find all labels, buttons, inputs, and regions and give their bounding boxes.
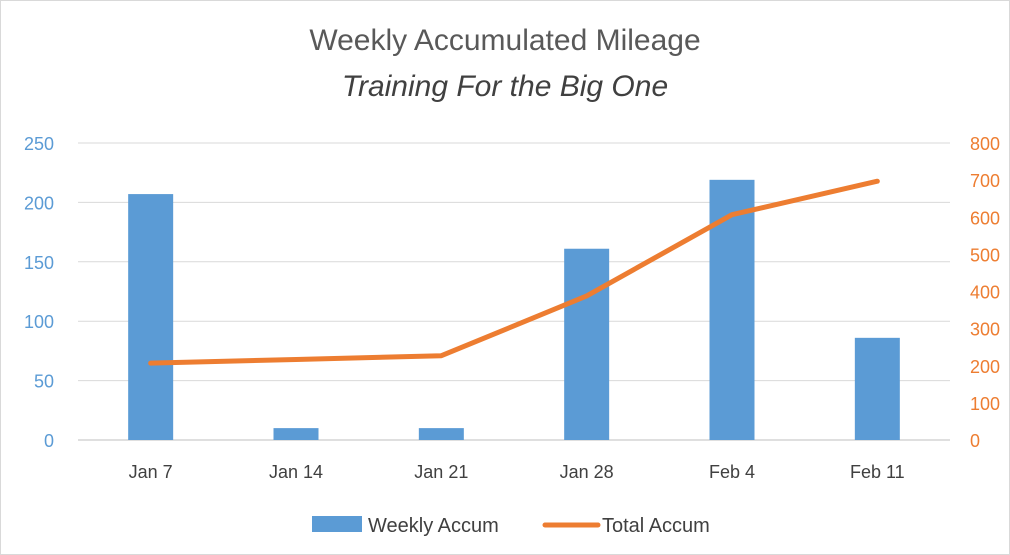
chart-title: Weekly Accumulated Mileage xyxy=(309,24,701,57)
y-left-tick-label: 50 xyxy=(34,372,54,392)
bar-series xyxy=(128,179,900,440)
y-right-tick-label: 600 xyxy=(970,208,1000,228)
y-right-tick-label: 800 xyxy=(970,134,1000,154)
legend-label-weekly: Weekly Accum xyxy=(368,515,499,537)
bar xyxy=(418,428,464,440)
axes: 0 50 100 150 200 250 0 100 200 300 400 500 600 700 800… xyxy=(24,134,1000,482)
legend: Weekly Accum Total Accum xyxy=(312,515,710,537)
x-tick-label: Jan 7 xyxy=(129,462,173,482)
y-right-tick-label: 0 xyxy=(970,431,980,451)
y-right-tick-label: 300 xyxy=(970,320,1000,340)
x-tick-label: Jan 28 xyxy=(560,462,614,482)
y-left-tick-label: 200 xyxy=(24,193,54,213)
bar xyxy=(128,194,174,440)
chart-subtitle: Training For the Big One xyxy=(341,70,669,103)
legend-label-total: Total Accum xyxy=(602,515,710,537)
line-series xyxy=(148,178,880,366)
bar xyxy=(854,337,900,440)
y-right-tick-label: 400 xyxy=(970,283,1000,303)
gridlines xyxy=(78,142,950,441)
bar xyxy=(564,248,610,440)
legend-swatch-weekly xyxy=(312,516,362,532)
x-tick-label: Jan 14 xyxy=(269,462,323,482)
y-left-tick-label: 150 xyxy=(24,253,54,273)
y-left-tick-label: 0 xyxy=(44,431,54,451)
y-right-tick-label: 200 xyxy=(970,357,1000,377)
bar xyxy=(709,179,755,440)
total-accum-line xyxy=(148,178,880,366)
y-right-tick-label: 100 xyxy=(970,394,1000,414)
y-left-tick-label: 250 xyxy=(24,134,54,154)
y-left-tick-label: 100 xyxy=(24,312,54,332)
x-tick-label: Jan 21 xyxy=(414,462,468,482)
y-right-tick-label: 700 xyxy=(970,171,1000,191)
y-right-tick-label: 500 xyxy=(970,245,1000,265)
x-tick-label: Feb 11 xyxy=(850,462,905,482)
x-tick-label: Feb 4 xyxy=(709,462,755,482)
bar xyxy=(273,428,319,440)
